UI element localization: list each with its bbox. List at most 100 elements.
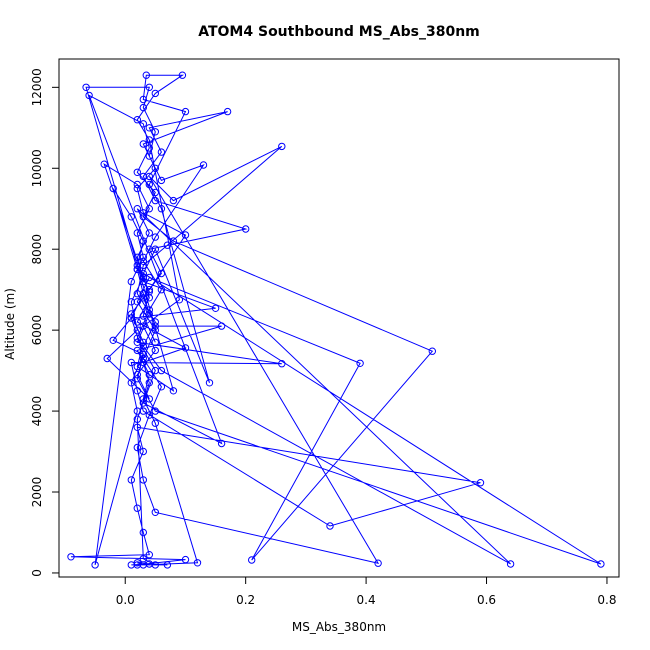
data-point bbox=[248, 556, 256, 564]
data-point bbox=[127, 476, 136, 484]
x-tick-label: 0.6 bbox=[477, 593, 496, 607]
data-point bbox=[181, 231, 190, 239]
data-point bbox=[139, 338, 148, 346]
data-point bbox=[151, 128, 160, 136]
x-tick-label: 0.0 bbox=[116, 593, 135, 607]
x-tick-label: 0.4 bbox=[357, 593, 376, 607]
data-point bbox=[127, 314, 136, 322]
data-point bbox=[151, 338, 160, 346]
data-point bbox=[145, 136, 154, 144]
x-tick-label: 0.8 bbox=[597, 593, 616, 607]
data-point bbox=[278, 360, 286, 368]
data-point bbox=[139, 350, 148, 359]
data-point bbox=[428, 347, 436, 355]
data-point bbox=[151, 233, 160, 241]
data-point bbox=[85, 91, 93, 100]
data-point bbox=[476, 479, 485, 487]
y-tick-label: 2000 bbox=[30, 477, 44, 508]
data-point bbox=[597, 560, 605, 568]
data-point bbox=[157, 383, 166, 391]
data-point bbox=[145, 286, 154, 294]
data-point bbox=[151, 196, 160, 205]
data-point bbox=[157, 176, 166, 185]
data-point bbox=[139, 447, 148, 456]
data-point bbox=[145, 152, 154, 160]
data-point bbox=[151, 164, 160, 173]
data-point bbox=[151, 326, 160, 334]
data-point bbox=[178, 71, 187, 79]
plot-frame bbox=[58, 58, 620, 578]
data-point bbox=[145, 288, 154, 296]
data-point bbox=[91, 561, 99, 569]
data-point bbox=[139, 354, 148, 363]
series-layer bbox=[67, 71, 605, 569]
data-point bbox=[374, 559, 382, 567]
data-point bbox=[133, 387, 142, 395]
data-point bbox=[145, 411, 154, 419]
y-tick-label: 8000 bbox=[30, 234, 44, 265]
data-point bbox=[163, 561, 172, 569]
data-point bbox=[133, 407, 142, 415]
data-point bbox=[139, 555, 148, 563]
data-point bbox=[169, 237, 178, 245]
data-point bbox=[133, 265, 142, 274]
y-tick-label: 12000 bbox=[30, 68, 44, 106]
data-point bbox=[175, 296, 184, 304]
data-point bbox=[139, 253, 148, 261]
y-tick-label: 0 bbox=[30, 569, 44, 577]
data-point bbox=[139, 269, 148, 278]
x-axis: 0.0 0.2 0.4 0.6 0.8 bbox=[116, 576, 617, 607]
data-point bbox=[127, 277, 136, 286]
y-tick-label: 4000 bbox=[30, 396, 44, 427]
data-point bbox=[151, 366, 160, 375]
data-point bbox=[109, 336, 117, 344]
data-point bbox=[151, 322, 160, 330]
data-point bbox=[145, 180, 154, 189]
data-point bbox=[139, 120, 148, 128]
data-point bbox=[139, 140, 148, 148]
data-point bbox=[139, 257, 148, 265]
data-point bbox=[133, 205, 142, 213]
data-point bbox=[151, 245, 160, 253]
y-tick-label: 6000 bbox=[30, 315, 44, 346]
data-point bbox=[211, 304, 220, 312]
data-point bbox=[133, 261, 142, 270]
data-point bbox=[217, 439, 226, 448]
data-point bbox=[139, 237, 148, 245]
data-point bbox=[133, 375, 142, 383]
data-point bbox=[356, 359, 364, 367]
data-point bbox=[133, 334, 142, 342]
data-point bbox=[139, 528, 148, 537]
data-point bbox=[133, 423, 142, 431]
data-point bbox=[127, 358, 136, 367]
data-point bbox=[181, 107, 190, 116]
data-point bbox=[133, 443, 142, 452]
data-point bbox=[181, 344, 190, 352]
data-point bbox=[139, 399, 148, 407]
data-point bbox=[506, 560, 515, 568]
data-point bbox=[139, 172, 148, 181]
data-point bbox=[151, 346, 160, 355]
data-point bbox=[139, 103, 148, 112]
data-point bbox=[193, 559, 202, 567]
y-axis: 0 2000 4000 6000 8000 10000 12000 bbox=[30, 68, 60, 577]
data-point bbox=[67, 553, 75, 561]
data-point bbox=[151, 419, 160, 427]
data-point bbox=[145, 395, 154, 403]
data-point bbox=[157, 286, 166, 294]
data-point bbox=[278, 142, 286, 151]
data-point bbox=[326, 522, 334, 530]
data-point bbox=[100, 160, 108, 168]
data-point bbox=[139, 476, 148, 484]
data-point bbox=[205, 379, 214, 387]
data-point bbox=[133, 116, 142, 124]
data-point bbox=[139, 312, 148, 320]
data-point bbox=[133, 504, 142, 512]
data-point bbox=[139, 277, 148, 286]
x-axis-label: MS_Abs_380nm bbox=[292, 620, 386, 634]
data-point bbox=[103, 354, 111, 363]
chart-title: ATOM4 Southbound MS_Abs_380nm bbox=[198, 24, 480, 40]
data-point bbox=[151, 407, 160, 415]
data-point bbox=[163, 241, 172, 249]
